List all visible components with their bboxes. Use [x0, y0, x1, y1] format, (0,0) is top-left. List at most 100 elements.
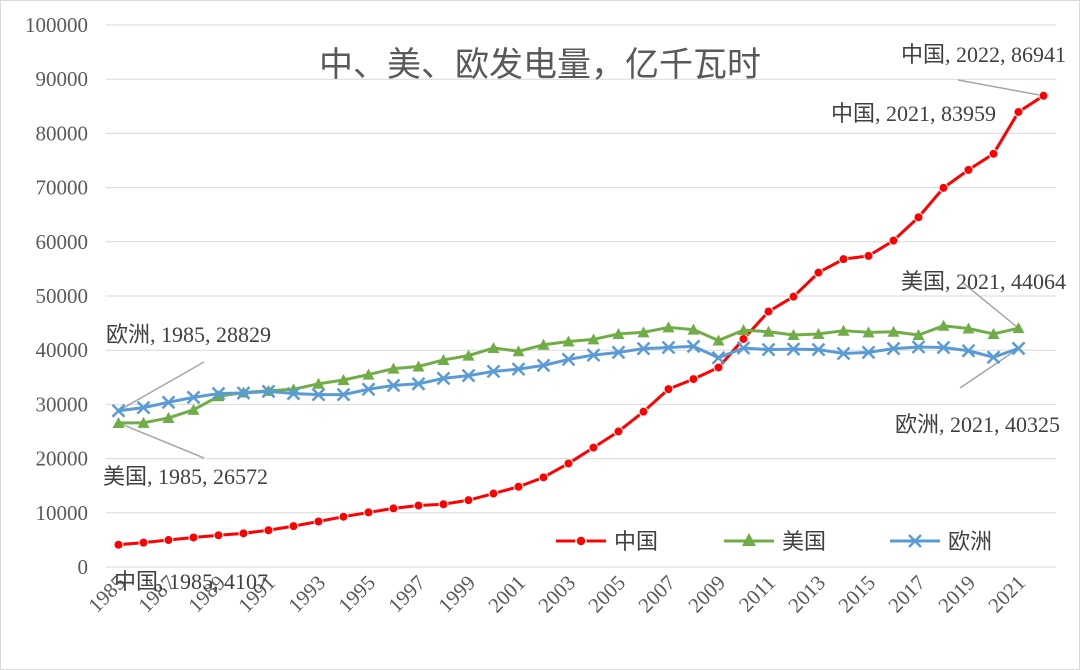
- legend-item-china: 中国: [556, 530, 658, 555]
- data-point: [461, 368, 476, 383]
- data-point: [736, 341, 751, 355]
- data-point: [1013, 106, 1024, 117]
- data-point: [386, 378, 401, 393]
- data-point: [913, 212, 924, 223]
- data-point: [438, 499, 449, 510]
- data-point: [411, 376, 426, 391]
- data-point: [236, 386, 251, 400]
- x-tick-label: 2019: [933, 571, 980, 618]
- legend-label-europe: 欧洲: [948, 530, 992, 555]
- data-point: [288, 521, 299, 532]
- data-point: [238, 528, 249, 539]
- data-point: [213, 530, 224, 541]
- data-point: [988, 148, 999, 159]
- callout-china-2021: 中国, 2021, 83959: [831, 101, 996, 126]
- series-china: [113, 90, 1049, 550]
- x-tick-label: 2007: [633, 571, 680, 618]
- data-point: [212, 390, 225, 402]
- data-point: [761, 342, 776, 357]
- data-point: [136, 400, 151, 415]
- data-point: [811, 342, 826, 357]
- legend-label-usa: 美国: [782, 530, 826, 555]
- data-point: [137, 416, 150, 428]
- x-tick-label: 2017: [883, 571, 930, 618]
- callout-leader-lines: [118, 79, 1044, 459]
- data-point: [286, 386, 301, 401]
- x-tick-label: 1997: [383, 571, 430, 618]
- callout-leader: [118, 422, 205, 459]
- data-point: [261, 384, 276, 399]
- x-tick-label: 2013: [783, 571, 830, 618]
- data-point: [511, 362, 526, 377]
- data-point: [337, 374, 350, 386]
- x-tick-label: 2001: [483, 571, 530, 618]
- data-point: [786, 342, 801, 356]
- data-point: [561, 352, 576, 367]
- data-point: [1038, 90, 1049, 101]
- data-point: [363, 507, 374, 518]
- data-point: [536, 358, 551, 373]
- y-tick-label: 60000: [36, 230, 89, 254]
- data-point: [487, 342, 500, 354]
- callout-leader: [118, 361, 205, 412]
- y-tick-label: 70000: [36, 176, 89, 200]
- data-point: [737, 324, 750, 336]
- data-point: [586, 348, 601, 362]
- data-point: [112, 416, 125, 428]
- data-point: [563, 458, 574, 469]
- y-tick-label: 10000: [36, 501, 89, 525]
- x-tick-label: 1999: [433, 571, 480, 618]
- data-point: [1011, 341, 1026, 356]
- data-point: [812, 327, 825, 339]
- data-point: [412, 360, 425, 372]
- data-point: [686, 339, 701, 354]
- series-line: [118, 344, 1019, 413]
- x-tick-label: 2011: [734, 571, 780, 617]
- series-europe: [111, 339, 1026, 418]
- data-point: [336, 387, 351, 402]
- data-point: [987, 327, 1000, 339]
- data-point: [138, 537, 149, 548]
- legend-item-usa: 美国: [724, 530, 826, 555]
- data-point: [113, 539, 124, 550]
- data-point: [313, 516, 324, 527]
- data-point: [188, 532, 199, 543]
- data-point: [661, 340, 676, 355]
- data-point: [111, 403, 126, 418]
- data-point: [613, 426, 624, 437]
- data-point: [961, 343, 976, 358]
- data-point: [713, 362, 724, 373]
- data-point: [836, 346, 851, 361]
- x-tick-label: 2021: [983, 571, 1030, 618]
- x-tick-label: 1993: [283, 571, 330, 618]
- data-point: [211, 386, 226, 401]
- callout-china-2022: 中国, 2022, 86941: [901, 42, 1066, 67]
- data-point: [937, 319, 950, 331]
- x-tick-label: 2003: [533, 571, 580, 618]
- data-point: [787, 329, 800, 341]
- callout-europe-2021: 欧洲, 2021, 40325: [895, 412, 1060, 437]
- data-point: [862, 326, 875, 338]
- data-point: [562, 335, 575, 347]
- data-point: [637, 326, 650, 338]
- data-point: [763, 306, 774, 317]
- x-tick-label: 1995: [333, 571, 380, 618]
- data-point: [611, 345, 626, 360]
- legend-item-europe: 欧洲: [890, 530, 992, 555]
- data-point: [162, 411, 175, 423]
- x-tick-label: 2005: [583, 571, 630, 618]
- data-point: [437, 353, 450, 365]
- y-axis-ticks: 0 10000 20000 30000 40000 50000 60000 70000 8000…: [25, 13, 88, 579]
- y-tick-label: 50000: [36, 284, 89, 308]
- callout-europe-1985: 欧洲, 1985, 28829: [106, 322, 271, 347]
- data-point: [312, 377, 325, 389]
- legend-marker-europe: [908, 534, 922, 548]
- data-point: [263, 525, 274, 536]
- legend-marker-china: [575, 535, 587, 547]
- y-tick-label: 30000: [36, 392, 89, 416]
- data-point: [963, 164, 974, 175]
- x-tick-label: 2009: [683, 571, 730, 618]
- data-point: [488, 488, 499, 499]
